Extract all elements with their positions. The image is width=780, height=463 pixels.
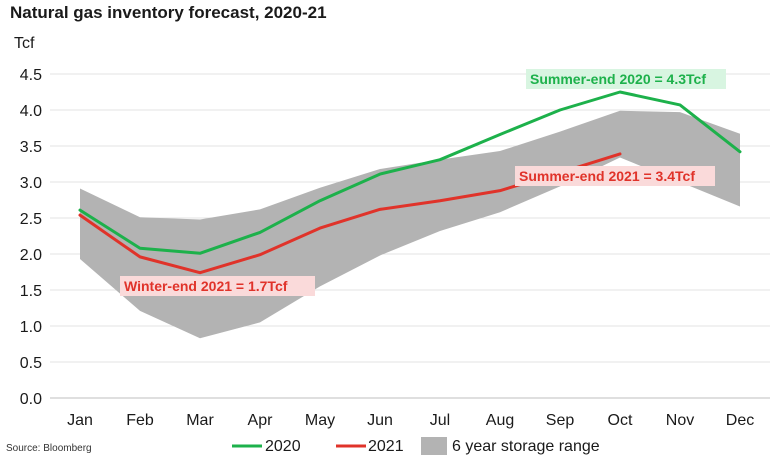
x-tick-label: Jun	[367, 412, 393, 429]
annotation-label: Summer-end 2021 = 3.4Tcf	[519, 168, 695, 184]
y-tick-label: 4.0	[20, 103, 42, 120]
x-tick-label: Aug	[486, 412, 514, 429]
y-axis-label: Tcf	[14, 35, 35, 52]
x-tick-label: Jan	[67, 412, 93, 429]
x-tick-label: Feb	[126, 412, 154, 429]
y-tick-label: 3.5	[20, 139, 42, 156]
annotation-label: Winter-end 2021 = 1.7Tcf	[124, 278, 288, 294]
x-tick-label: Apr	[248, 412, 274, 429]
source-note: Source: Bloomberg	[6, 443, 92, 454]
x-tick-label: Nov	[666, 412, 694, 429]
x-tick-label: Sep	[546, 412, 575, 429]
y-axis-ticks: 0.0 0.5 1.0 1.5 2.0 2.5 3.0 3.5 4.0 4.5	[20, 67, 42, 408]
legend-label-2021: 2021	[368, 438, 404, 455]
y-tick-label: 0.5	[20, 355, 42, 372]
y-tick-label: 1.0	[20, 319, 42, 336]
legend: 2020 2021 6 year storage range	[232, 437, 600, 455]
storage-range-band	[80, 110, 740, 339]
annotations: Summer-end 2020 = 4.3Tcf Summer-end 2021 …	[120, 69, 726, 296]
x-tick-label: Mar	[186, 412, 214, 429]
annotation-label: Summer-end 2020 = 4.3Tcf	[530, 71, 706, 87]
x-tick-label: Dec	[726, 412, 754, 429]
y-tick-label: 2.0	[20, 247, 42, 264]
legend-label-2020: 2020	[265, 438, 301, 455]
x-tick-label: Oct	[608, 412, 633, 429]
y-tick-label: 2.5	[20, 211, 42, 228]
y-tick-label: 3.0	[20, 175, 42, 192]
series-line-2020	[78, 90, 742, 255]
y-tick-label: 1.5	[20, 283, 42, 300]
x-tick-label: Jul	[430, 412, 450, 429]
x-axis-ticks: Jan Feb Mar Apr May Jun Jul Aug Sep Oct Nov Dec	[67, 412, 754, 429]
legend-label-range: 6 year storage range	[452, 438, 600, 455]
x-tick-label: May	[305, 412, 335, 429]
legend-swatch-range	[421, 437, 447, 455]
y-tick-label: 4.5	[20, 67, 42, 84]
annotation-box	[526, 69, 726, 89]
annotation-box	[515, 166, 715, 186]
y-tick-label: 0.0	[20, 391, 42, 408]
chart-title: Natural gas inventory forecast, 2020-21	[10, 3, 327, 22]
annotation-box	[120, 276, 315, 296]
